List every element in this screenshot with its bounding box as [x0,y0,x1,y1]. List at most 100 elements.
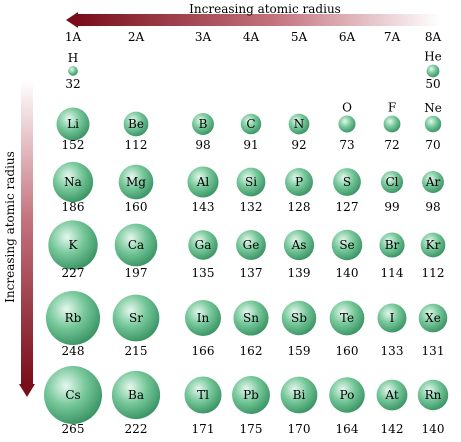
atomic-radius-value: 139 [288,266,311,280]
element-symbol: Br [385,238,400,252]
element-bi: Bi 170 [280,376,318,436]
atomic-radius-value: 142 [381,422,404,436]
atom-sphere [123,111,149,137]
atom-sphere [184,376,222,414]
side-arrow-shaft [21,80,33,385]
atom-sphere [376,379,408,411]
element-grid: H 32 He 50 Li 152 Be 112 B 98 C 91 N 92 O 73 F 72 Ne 70 Na 18… [44,50,449,436]
element-rn: Rn 140 [417,379,449,436]
atom-sphere [56,107,90,141]
atom-sphere [114,223,158,267]
atomic-radius-value: 171 [192,422,215,436]
atom-sphere [383,115,401,133]
atomic-radius-value: 197 [125,266,148,280]
element-symbol: K [69,238,79,252]
element-symbol: Na [64,175,82,189]
element-symbol: In [197,311,210,325]
atom-sphere [233,300,269,336]
atom-sphere [111,370,161,420]
atomic-radius-value: 98 [425,200,440,214]
atomic-radius-value: 248 [62,344,85,358]
element-h: H 32 [65,51,80,91]
element-s: S 127 [333,168,361,214]
atomic-radius-value: 73 [339,138,354,152]
atomic-radius-value: 135 [192,266,215,280]
element-al: Al 143 [187,166,219,214]
element-xe: Xe 131 [418,303,448,358]
atom-sphere [280,376,318,414]
element-symbol: Po [340,388,355,402]
atom-sphere [188,230,218,260]
element-symbol: C [246,117,255,131]
group-header: 8A [425,30,442,44]
element-symbol: Li [67,117,79,131]
element-symbol: Mg [126,175,146,189]
atomic-radius-value: 50 [425,77,440,91]
element-symbol: Tl [197,388,209,402]
atom-sphere [232,376,270,414]
element-br: Br 114 [379,232,405,280]
element-pb: Pb 175 [232,376,270,436]
group-header: 6A [339,30,356,44]
element-symbol: Ca [128,238,144,252]
element-symbol: Pb [243,388,259,402]
element-tl: Tl 171 [184,376,222,436]
atomic-radius-value: 114 [381,266,404,280]
element-se: Se 140 [331,229,363,280]
group-header: 4A [243,30,260,44]
atomic-radius-value: 140 [422,422,445,436]
atom-sphere [283,229,315,261]
element-ne: Ne 70 [424,101,442,152]
atom-sphere [329,377,365,413]
element-at: At 142 [376,379,408,436]
top-arrow-label: Increasing atomic radius [189,2,341,16]
element-be: Be 112 [123,111,149,152]
element-o: O 73 [338,100,356,152]
element-symbol: Te [340,311,354,325]
element-symbol: I [390,311,395,325]
atomic-radius-value: 137 [240,266,263,280]
atomic-radius-value: 227 [62,266,85,280]
element-symbol: P [295,175,303,189]
atom-sphere [45,290,101,346]
atomic-radius-value: 160 [125,200,148,214]
element-symbol: O [342,100,352,114]
element-symbol: Ne [424,101,442,115]
element-li: Li 152 [56,107,90,152]
element-symbol: As [291,238,307,252]
element-symbol: Si [245,175,257,189]
element-symbol: Se [339,238,354,252]
element-kr: Kr 112 [420,232,446,280]
element-symbol: H [68,51,78,65]
element-symbol: Xe [425,311,441,325]
element-symbol: Kr [426,238,441,252]
element-ar: Ar 98 [422,171,444,214]
atom-sphere [68,66,78,76]
element-in: In 166 [185,300,221,358]
element-n: N 92 [288,113,310,152]
element-sr: Sr 215 [112,294,160,358]
atomic-radius-value: 166 [192,344,215,358]
element-p: P 128 [285,168,313,214]
element-symbol: He [424,50,442,64]
element-ga: Ga 135 [188,230,218,280]
element-cs: Cs 265 [44,366,102,436]
atom-sphere [426,64,440,78]
atomic-radius-value: 143 [192,200,215,214]
atomic-radius-value: 152 [62,138,85,152]
atom-sphere [112,294,160,342]
atomic-radius-value: 92 [291,138,306,152]
element-symbol: Al [196,175,210,189]
atom-sphere [285,168,313,196]
side-arrow-label: Increasing atomic radius [3,151,17,303]
atomic-radius-value: 132 [240,200,263,214]
element-sb: Sb 159 [281,300,317,358]
atom-sphere [424,115,442,133]
element-po: Po 164 [329,377,365,436]
atomic-radius-value: 159 [288,344,311,358]
element-te: Te 160 [329,300,365,358]
element-symbol: Rb [65,311,82,325]
element-symbol: Ba [128,388,144,402]
element-symbol: Bi [293,388,306,402]
